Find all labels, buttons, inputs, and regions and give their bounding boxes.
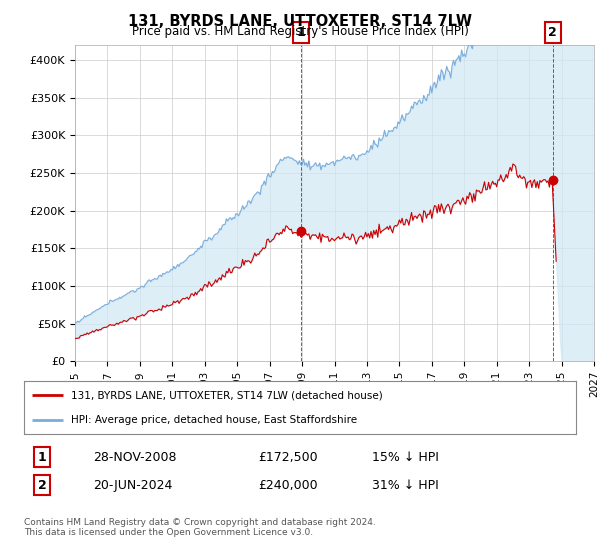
Text: £240,000: £240,000 — [258, 479, 317, 492]
Text: HPI: Average price, detached house, East Staffordshire: HPI: Average price, detached house, East… — [71, 414, 357, 424]
Text: 20-JUN-2024: 20-JUN-2024 — [93, 479, 172, 492]
Text: Price paid vs. HM Land Registry's House Price Index (HPI): Price paid vs. HM Land Registry's House … — [131, 25, 469, 38]
Text: 2: 2 — [38, 479, 46, 492]
Text: £172,500: £172,500 — [258, 451, 317, 464]
Text: 131, BYRDS LANE, UTTOXETER, ST14 7LW: 131, BYRDS LANE, UTTOXETER, ST14 7LW — [128, 14, 472, 29]
Text: 15% ↓ HPI: 15% ↓ HPI — [372, 451, 439, 464]
Text: 1: 1 — [38, 451, 46, 464]
Text: 2: 2 — [548, 26, 557, 39]
Text: Contains HM Land Registry data © Crown copyright and database right 2024.
This d: Contains HM Land Registry data © Crown c… — [24, 518, 376, 538]
Text: 28-NOV-2008: 28-NOV-2008 — [93, 451, 176, 464]
Text: 31% ↓ HPI: 31% ↓ HPI — [372, 479, 439, 492]
Text: 1: 1 — [296, 26, 305, 39]
Text: 131, BYRDS LANE, UTTOXETER, ST14 7LW (detached house): 131, BYRDS LANE, UTTOXETER, ST14 7LW (de… — [71, 390, 383, 400]
